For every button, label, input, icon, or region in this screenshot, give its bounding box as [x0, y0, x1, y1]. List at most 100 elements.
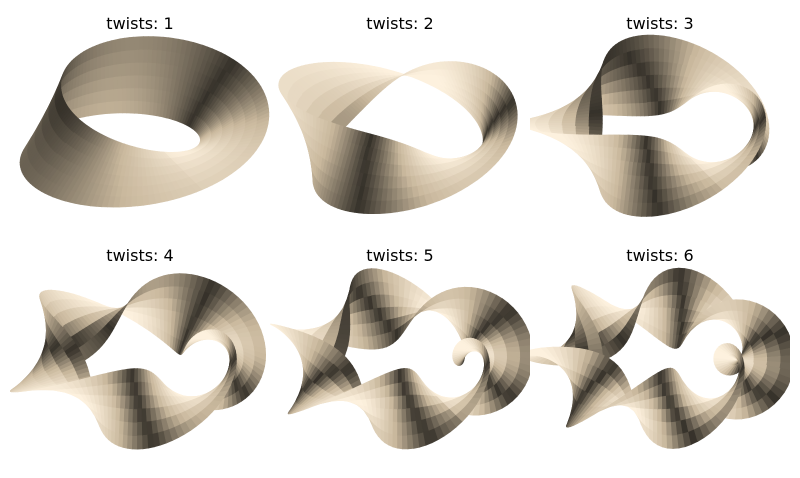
surface-facet: [141, 283, 147, 295]
panel-title: twists: 1: [106, 14, 174, 33]
surface-facet: [133, 36, 139, 51]
surface-facet: [612, 79, 618, 93]
surface-facet: [120, 394, 126, 409]
surface-facet: [107, 52, 113, 66]
surface-facet: [137, 408, 143, 423]
surface-facet: [116, 369, 123, 384]
mobius-surface-3: [530, 34, 770, 217]
surface-facet: [102, 394, 109, 407]
surface-facet: [163, 330, 169, 346]
surface-facet: [142, 49, 149, 63]
surface-facet: [671, 281, 679, 296]
surface-facet: [397, 421, 403, 436]
surface-facet: [375, 407, 382, 420]
surface-facet: [101, 372, 108, 386]
surface-facet: [694, 191, 706, 204]
surface-facet: [104, 65, 110, 79]
surface-facet: [604, 156, 609, 170]
surface-facet: [107, 405, 113, 420]
surface-facet: [123, 421, 129, 436]
surface-facet: [604, 167, 609, 182]
surface-facet: [122, 434, 129, 449]
surface-facet: [671, 294, 678, 309]
surface-facet: [142, 74, 148, 89]
surface-facet: [108, 88, 115, 102]
surface-facet: [612, 91, 618, 105]
surface-facet: [388, 383, 394, 397]
surface-facet: [158, 286, 165, 299]
surface-facet: [137, 435, 144, 450]
surface-facet: [662, 318, 668, 333]
surface-facet: [113, 313, 121, 321]
mobius-surface-2: [278, 61, 518, 215]
surface-facet: [380, 407, 385, 421]
surface-facet: [388, 164, 395, 178]
surface-facet: [137, 176, 143, 187]
surface-facet: [478, 66, 484, 80]
surface-facet: [142, 36, 149, 50]
surface-facet: [116, 382, 122, 396]
surface-facet: [662, 61, 669, 76]
surface-facet: [599, 155, 606, 169]
surface-facet: [450, 415, 463, 428]
surface-facet: [92, 79, 98, 93]
surface-facet: [780, 355, 790, 364]
surface-facet: [96, 90, 102, 104]
surface-facet: [102, 383, 109, 396]
surface-facet: [309, 113, 314, 128]
surface-facet: [479, 88, 484, 103]
surface-facet: [654, 274, 659, 289]
surface-facet: [103, 53, 109, 67]
surface-facet: [124, 37, 130, 51]
surface-facet: [112, 88, 119, 102]
surface-facet: [96, 55, 101, 69]
surface-facet: [92, 102, 98, 116]
surface-facet: [111, 39, 117, 54]
surface-facet: [648, 408, 654, 421]
surface-facet: [108, 64, 114, 78]
surface-facet: [107, 416, 113, 431]
surface-facet: [661, 408, 667, 423]
surface-facet: [84, 81, 90, 95]
surface-facet: [116, 63, 122, 77]
surface-facet: [127, 421, 134, 436]
surface-facet: [111, 51, 118, 66]
surface-facet: [657, 408, 663, 422]
surface-facet: [115, 38, 121, 53]
surface-facet: [125, 74, 131, 89]
surface-facet: [397, 164, 403, 178]
surface-facet: [644, 408, 650, 420]
surface-facet: [128, 408, 134, 423]
surface-facet: [397, 153, 402, 166]
surface-facet: [124, 62, 131, 76]
surface-facet: [649, 74, 655, 90]
surface-facet: [141, 176, 148, 187]
surface-facet: [607, 92, 614, 105]
surface-facet: [117, 100, 123, 114]
surface-facet: [96, 67, 102, 81]
surface-facet: [604, 178, 609, 194]
surface-facet: [96, 102, 102, 116]
surface-facet: [612, 134, 620, 148]
surface-facet: [653, 430, 658, 446]
surface-facet: [88, 57, 94, 72]
surface-facet: [608, 134, 615, 148]
surface-facet: [583, 349, 594, 364]
surface-facet: [352, 311, 358, 325]
surface-facet: [142, 87, 148, 102]
surface-facet: [653, 61, 659, 76]
surface-facet: [107, 394, 113, 408]
surface-facet: [384, 419, 390, 434]
surface-facet: [394, 327, 399, 342]
surface-facet: [137, 147, 142, 159]
surface-facet: [652, 176, 658, 191]
surface-facet: [391, 199, 398, 214]
surface-facet: [661, 433, 668, 449]
surface-facet: [575, 120, 590, 125]
surface-facet: [612, 55, 617, 71]
surface-facet: [133, 87, 139, 102]
surface-facet: [398, 285, 405, 299]
surface-facet: [630, 313, 638, 322]
surface-facet: [391, 188, 398, 202]
surface-facet: [652, 408, 658, 422]
